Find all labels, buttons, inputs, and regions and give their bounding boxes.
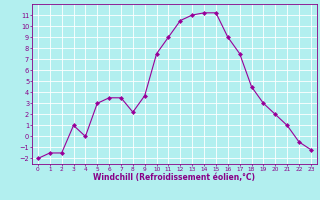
X-axis label: Windchill (Refroidissement éolien,°C): Windchill (Refroidissement éolien,°C) xyxy=(93,173,255,182)
